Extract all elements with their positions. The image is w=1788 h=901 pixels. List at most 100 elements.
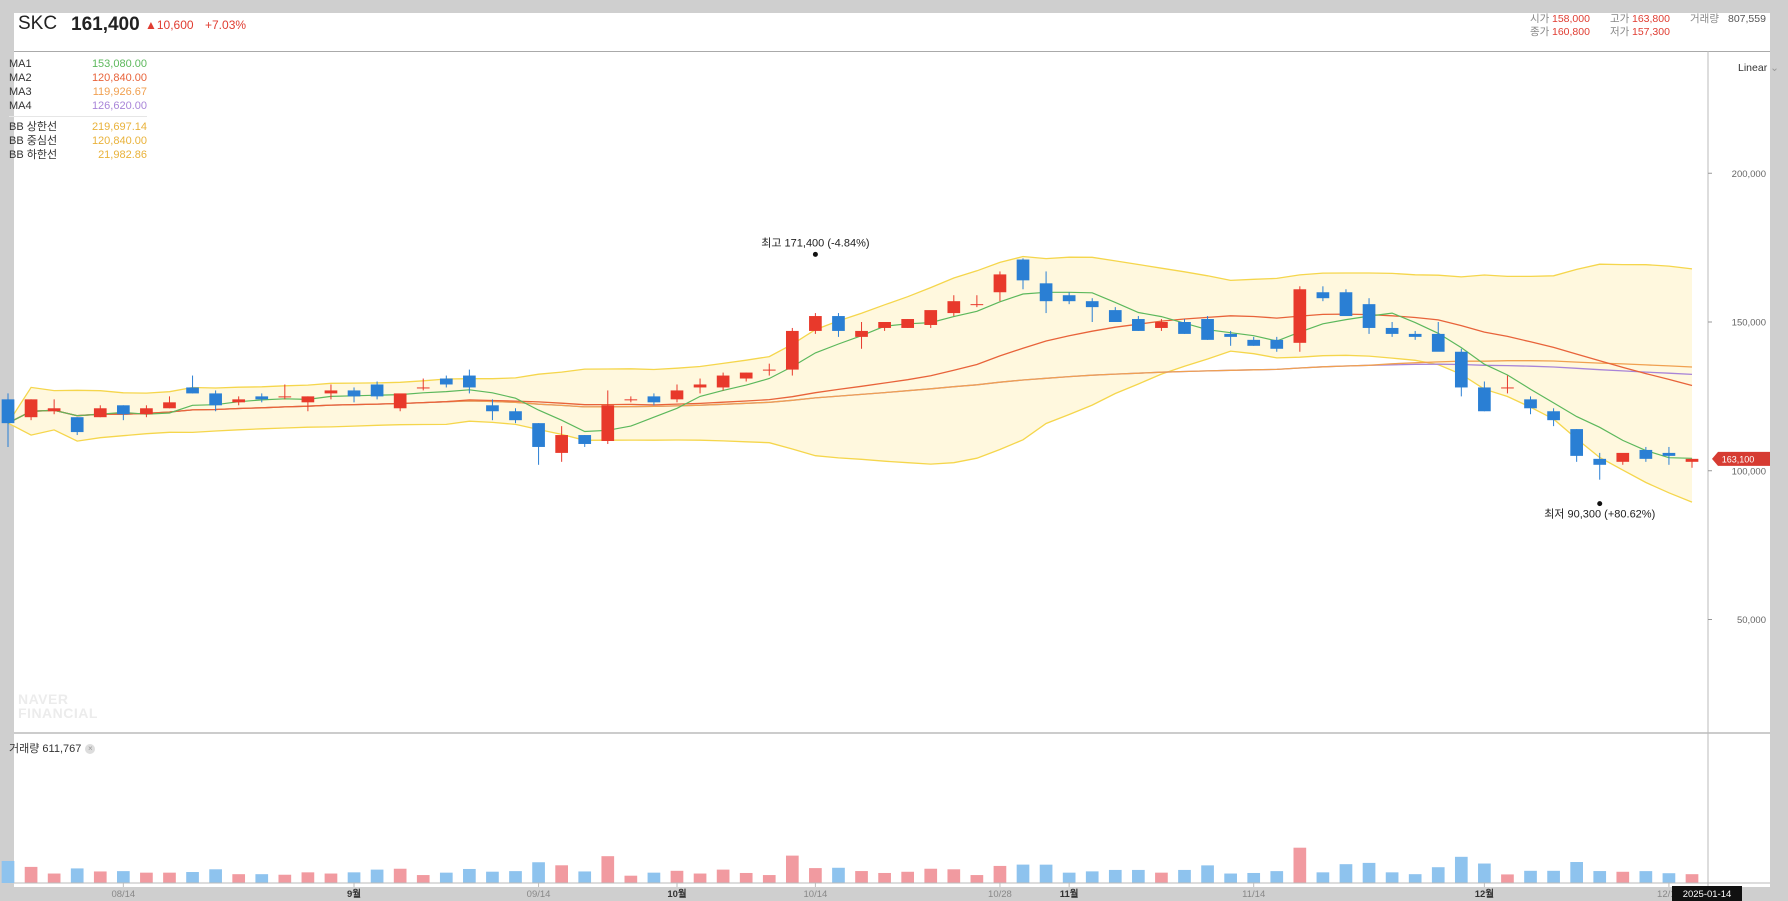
y-tick-label: 50,000 bbox=[1737, 615, 1766, 626]
current-price-tag bbox=[1712, 451, 1770, 466]
volume-bar bbox=[301, 872, 315, 883]
candle bbox=[370, 381, 384, 400]
candle bbox=[1454, 348, 1468, 397]
candle-body bbox=[1316, 292, 1330, 299]
legend-bb-mid-label: BB 중심선 bbox=[9, 135, 58, 147]
volume-bar bbox=[393, 868, 407, 883]
volume-bar bbox=[809, 868, 822, 883]
quote-header: SKC 161,400 ▲10,600 +7.03% 시가 158,000 종가 1… bbox=[14, 13, 1770, 51]
volume-bar bbox=[1108, 869, 1122, 883]
legend-ma1-label: MA1 bbox=[9, 58, 32, 70]
x-tick-label: 10월 bbox=[667, 888, 686, 900]
volume-bar bbox=[93, 871, 107, 883]
x-tick-label: 11월 bbox=[1060, 888, 1079, 900]
candle-body bbox=[70, 417, 84, 433]
candle bbox=[739, 372, 753, 382]
candle-body bbox=[1524, 399, 1537, 409]
candles-group bbox=[1, 258, 1699, 480]
candle bbox=[1685, 458, 1699, 468]
volume-value: 807,559 bbox=[1728, 13, 1766, 25]
candle-body bbox=[1270, 339, 1284, 349]
last-date-tag bbox=[1672, 886, 1742, 901]
candle-body bbox=[1062, 295, 1076, 302]
volume-bar bbox=[1132, 869, 1145, 883]
candle-body bbox=[624, 399, 638, 401]
candle bbox=[1478, 381, 1491, 412]
candle-body bbox=[486, 405, 499, 412]
volume-bar bbox=[209, 869, 222, 883]
volume-bar bbox=[1062, 872, 1076, 883]
candle-body bbox=[1547, 411, 1560, 421]
x-tick-label: 9월 bbox=[347, 888, 361, 900]
volume-bar bbox=[878, 872, 891, 883]
volume-bar bbox=[578, 871, 592, 883]
candle bbox=[1178, 319, 1191, 334]
x-tick-label: 12/14 bbox=[1657, 889, 1681, 900]
volume-bar bbox=[232, 874, 246, 883]
candle-body bbox=[1662, 452, 1676, 456]
candle bbox=[1201, 316, 1214, 340]
candle-body bbox=[463, 375, 476, 388]
volume-bar bbox=[47, 873, 61, 883]
legend-ma4-value: 126,620.00 bbox=[91, 100, 147, 112]
extreme-marker bbox=[812, 251, 818, 257]
volume-bar bbox=[116, 871, 130, 883]
volume-bar bbox=[1316, 872, 1330, 883]
high-value: 163,800 bbox=[1632, 13, 1670, 25]
candle bbox=[716, 372, 730, 391]
low-annotation: 최저 90,300 (+80.62%) bbox=[1544, 508, 1655, 521]
legend-ma3-value: 119,926.67 bbox=[92, 86, 147, 98]
close-icon[interactable]: × bbox=[85, 744, 96, 754]
candle bbox=[1408, 330, 1422, 340]
candle bbox=[1547, 408, 1560, 427]
candle bbox=[1385, 322, 1399, 337]
candle bbox=[186, 375, 199, 394]
volume-bar bbox=[1547, 870, 1560, 883]
x-tick-label: 10/28 bbox=[988, 889, 1012, 900]
chevron-down-icon: ⌄ bbox=[1770, 62, 1779, 74]
volume-bar bbox=[1247, 872, 1261, 883]
volume-bar bbox=[1201, 865, 1214, 883]
candle-body bbox=[416, 387, 430, 389]
high-annotation: 최고 171,400 (-4.84%) bbox=[761, 236, 869, 249]
volume-bar bbox=[1016, 864, 1030, 883]
candle bbox=[1155, 319, 1168, 331]
candle bbox=[1224, 330, 1237, 346]
open-label: 시가 bbox=[1530, 13, 1550, 25]
candle bbox=[970, 295, 984, 308]
candle-body bbox=[1247, 339, 1261, 346]
candle-body bbox=[924, 310, 938, 325]
bollinger-upper-line bbox=[7, 255, 1693, 424]
y-tick-label: 100,000 bbox=[1732, 466, 1766, 477]
legend-ma2: MA2 120,840.00 bbox=[9, 71, 147, 85]
candle-body bbox=[232, 399, 246, 403]
volume-bar bbox=[1339, 864, 1353, 883]
candle-body bbox=[116, 405, 130, 415]
candle-body bbox=[555, 435, 568, 453]
volume-bar bbox=[1501, 874, 1514, 883]
candle-body bbox=[739, 372, 753, 379]
last-date-label: 2025-01-14 bbox=[1683, 889, 1732, 900]
candle bbox=[509, 408, 522, 424]
volume-bar bbox=[1478, 863, 1491, 883]
volume-bar bbox=[1593, 871, 1607, 883]
close-value: 160,800 bbox=[1552, 26, 1590, 38]
watermark-line-1: NAVER bbox=[18, 691, 69, 707]
volume-bar bbox=[439, 872, 453, 883]
candle bbox=[878, 322, 891, 331]
candle bbox=[670, 384, 684, 403]
candle-body bbox=[670, 390, 684, 400]
candle-body bbox=[1685, 458, 1699, 462]
scale-mode-selector[interactable]: Linear ⌄ bbox=[1738, 62, 1779, 74]
ma2-line bbox=[7, 313, 1693, 424]
candle-body bbox=[901, 319, 915, 328]
candle bbox=[24, 399, 38, 421]
candle bbox=[1570, 429, 1584, 462]
candle-body bbox=[1339, 292, 1353, 317]
candle bbox=[947, 295, 961, 317]
volume-bar bbox=[486, 871, 499, 883]
candle bbox=[1108, 307, 1122, 322]
volume-bar bbox=[1224, 873, 1237, 883]
candle bbox=[855, 322, 868, 349]
